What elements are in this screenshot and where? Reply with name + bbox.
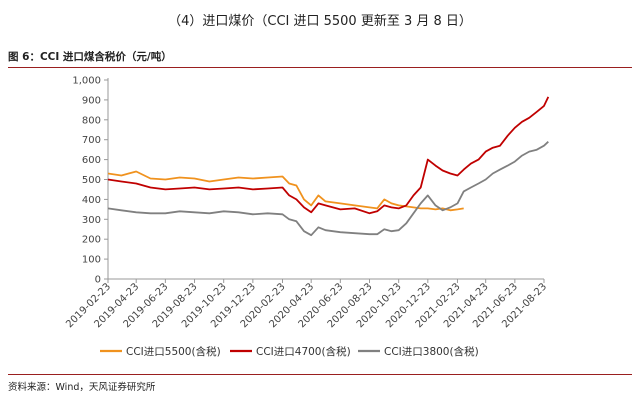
y-tick-label: 400	[82, 195, 101, 206]
y-tick-label: 700	[82, 135, 101, 146]
source-note: 资料来源：Wind，天风证券研究所	[8, 382, 156, 393]
series-line	[107, 96, 550, 215]
series-line	[107, 170, 464, 212]
y-tick-label: 900	[82, 95, 101, 106]
y-tick-label: 0	[95, 275, 101, 286]
x-axis: 2019-02-232019-04-232019-06-232019-08-23…	[64, 278, 549, 330]
y-tick-label: 800	[82, 115, 101, 126]
legend-label: CCI进口4700(含税)	[256, 345, 351, 358]
legend-label: CCI进口5500(含税)	[126, 345, 221, 358]
y-tick-label: 600	[82, 155, 101, 166]
figure-title: 图 6：CCI 进口煤含税价（元/吨）	[8, 51, 172, 63]
y-tick-label: 500	[82, 175, 101, 186]
y-tick-label: 1,000	[72, 76, 101, 87]
legend-label: CCI进口3800(含税)	[384, 345, 479, 358]
series-line	[107, 141, 549, 237]
y-tick-label: 100	[82, 255, 101, 266]
bottom-rule	[8, 374, 632, 375]
y-tick-label: 300	[82, 215, 101, 226]
top-rule	[8, 67, 632, 68]
section-heading: （4）进口煤价（CCI 进口 5500 更新至 3 月 8 日）	[168, 14, 472, 29]
y-tick-label: 200	[82, 235, 101, 246]
legend: CCI进口5500(含税) CCI进口4700(含税) CCI进口3800(含税)	[100, 345, 479, 358]
y-axis: 0 100 200 300 400 500 600 700 800 900 1,000	[72, 76, 109, 286]
series-lines	[107, 96, 550, 237]
